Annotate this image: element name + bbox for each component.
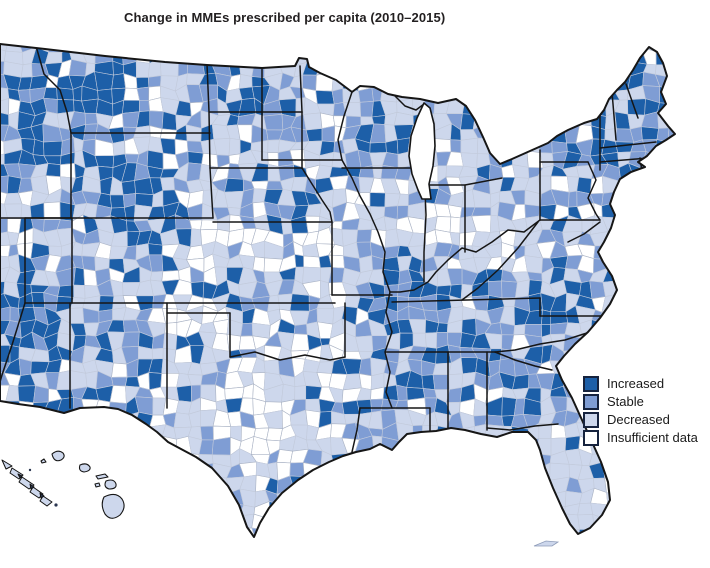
legend-swatch-stable [583, 394, 599, 410]
legend-swatch-decreased [583, 412, 599, 428]
legend-label-insufficient-data: Insufficient data [607, 430, 698, 445]
legend-item-decreased: Decreased [583, 411, 698, 429]
legend-label-increased: Increased [607, 376, 665, 391]
legend: Increased Stable Decreased Insufficient … [583, 375, 698, 447]
legend-label-decreased: Decreased [607, 412, 670, 427]
legend-item-insufficient-data: Insufficient data [583, 429, 698, 447]
legend-swatch-insufficient-data [583, 430, 599, 446]
legend-label-stable: Stable [607, 394, 644, 409]
map-title: Change in MMEs prescribed per capita (20… [124, 10, 446, 25]
legend-item-increased: Increased [583, 375, 698, 393]
legend-item-stable: Stable [583, 393, 698, 411]
legend-swatch-increased [583, 376, 599, 392]
